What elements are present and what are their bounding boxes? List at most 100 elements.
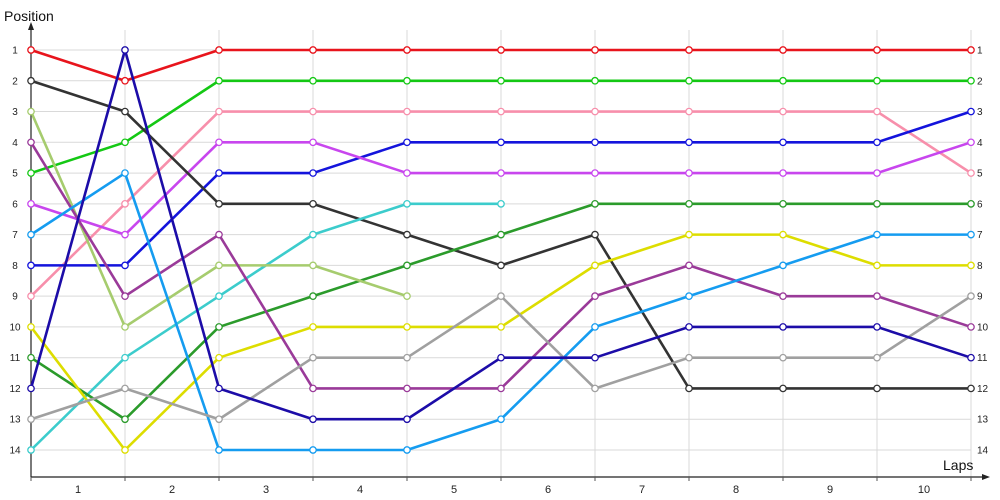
series-11-point-1 [121, 292, 129, 301]
series-6-point-9 [873, 384, 881, 393]
series-6-point-2 [215, 199, 223, 208]
series-10-point-10 [967, 261, 975, 270]
series-3-point-1 [121, 199, 129, 208]
series-5-point-9 [873, 169, 881, 177]
grid [31, 30, 972, 477]
series-13-point-4 [403, 353, 411, 362]
series-8-point-5 [497, 230, 505, 239]
series-11-point-5 [497, 384, 505, 393]
axes [28, 22, 990, 480]
series-12-point-3 [309, 446, 317, 454]
series-5-point-5 [497, 169, 505, 177]
x-tick-label: 2 [169, 484, 175, 496]
series-2-point-5 [497, 76, 505, 85]
series-12-point-0 [27, 230, 35, 239]
series-5-point-10 [967, 138, 975, 147]
series-4-point-3 [309, 169, 317, 177]
series-14-point-9 [873, 323, 881, 331]
series-1-point-10 [967, 46, 975, 54]
series-12-point-6 [591, 323, 599, 331]
series-7-point-2 [215, 292, 223, 301]
series-14-point-8 [779, 323, 787, 331]
series-14-point-5 [497, 353, 505, 362]
series-6-point-5 [497, 261, 505, 270]
y-tick-label-right: 14 [977, 446, 989, 457]
x-tick-label: 1 [75, 484, 81, 496]
y-tick-label-right: 9 [977, 292, 983, 303]
series-14-point-0 [27, 384, 35, 393]
series-5-point-4 [403, 169, 411, 177]
series-3-point-6 [591, 107, 599, 116]
series-11-point-10 [967, 323, 975, 331]
series-4-point-7 [685, 138, 693, 147]
series-14-point-4 [403, 415, 411, 424]
series-8-point-6 [591, 199, 599, 208]
series-10-point-9 [873, 261, 881, 270]
series-8-point-9 [873, 199, 881, 208]
series-13-point-6 [591, 384, 599, 393]
series-14-point-3 [309, 415, 317, 424]
series-5-point-8 [779, 169, 787, 177]
series-1-point-2 [215, 46, 223, 54]
series-2-point-8 [779, 76, 787, 85]
series-10-point-8 [779, 230, 787, 239]
series-9-point-4 [403, 292, 411, 301]
y-axis-arrow [28, 22, 34, 30]
series-14-point-6 [591, 353, 599, 362]
series-7-point-4 [403, 199, 411, 208]
series-12-point-8 [779, 261, 787, 270]
y-tick-label: 7 [12, 230, 18, 241]
series-10-point-2 [215, 353, 223, 362]
series-4-point-9 [873, 138, 881, 147]
series-11-point-6 [591, 292, 599, 301]
series-6-point-6 [591, 230, 599, 239]
series-2-point-7 [685, 76, 693, 85]
series-14-point-7 [685, 323, 693, 331]
series-2-point-3 [309, 76, 317, 85]
series-3-point-3 [309, 107, 317, 116]
x-tick-label: 10 [918, 484, 930, 496]
series-13-point-5 [497, 292, 505, 301]
series-3-point-8 [779, 107, 787, 116]
series-10-point-4 [403, 323, 411, 331]
x-axis-arrow [982, 474, 990, 480]
series-8-point-7 [685, 199, 693, 208]
series-10-point-7 [685, 230, 693, 239]
y-tick-label-right: 11 [977, 353, 988, 364]
series-13-point-1 [121, 384, 129, 393]
series-4-point-10 [967, 107, 975, 116]
y-tick-label-right: 12 [977, 384, 989, 395]
series-7-point-0 [27, 446, 35, 454]
series-13-point-10 [967, 292, 975, 301]
series-4-point-5 [497, 138, 505, 147]
series-10-point-1 [121, 446, 129, 454]
x-tick-label: 4 [357, 484, 363, 496]
series-3-point-0 [27, 292, 35, 301]
series-10-point-6 [591, 261, 599, 270]
series-12-point-2 [215, 446, 223, 454]
series-8-point-8 [779, 199, 787, 208]
series-1-point-7 [685, 46, 693, 54]
data-points [27, 46, 975, 454]
series-12-point-4 [403, 446, 411, 454]
series-3-point-10 [967, 169, 975, 177]
series-11-point-8 [779, 292, 787, 301]
series-3-point-9 [873, 107, 881, 116]
series-2-point-9 [873, 76, 881, 85]
series-5-point-6 [591, 169, 599, 177]
series-1-point-9 [873, 46, 881, 54]
series-8-point-4 [403, 261, 411, 270]
series-11-point-3 [309, 384, 317, 393]
series-12-point-5 [497, 415, 505, 424]
y-tick-label: 6 [12, 199, 18, 210]
series-8-point-2 [215, 323, 223, 331]
series-8-point-0 [27, 353, 35, 362]
series-1-point-1 [121, 76, 129, 85]
series-4-point-1 [121, 261, 129, 270]
series-4-point-4 [403, 138, 411, 147]
y-tick-label: 9 [12, 292, 18, 303]
y-tick-label-right: 13 [977, 415, 989, 426]
series-10-point-3 [309, 323, 317, 331]
